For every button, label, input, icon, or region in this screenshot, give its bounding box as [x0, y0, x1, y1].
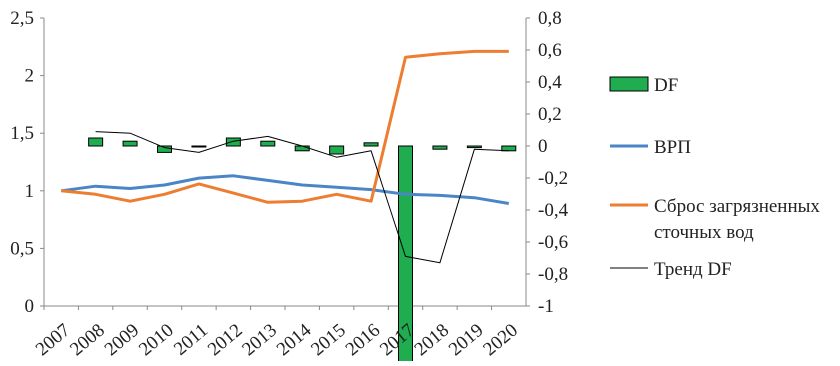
x-tick-label: 2019	[445, 320, 488, 361]
left-tick-label: 1,5	[10, 123, 34, 144]
x-tick-label: 2009	[101, 320, 144, 361]
x-tick-label: 2013	[238, 320, 281, 361]
legend-label: сточных вод	[654, 222, 754, 243]
series-line-сброс-загрязненных-сточных-вод	[61, 49, 509, 204]
right-tick-label: 0,6	[538, 40, 562, 61]
x-tick-label: 2011	[170, 320, 212, 360]
df-bar	[122, 140, 138, 147]
x-tick-label: 2012	[204, 320, 247, 361]
df-bar	[329, 145, 345, 155]
x-tick-label: 2007	[32, 320, 75, 361]
x-tick-label: 2020	[479, 320, 522, 361]
df-bar	[294, 145, 310, 152]
legend-label: Тренд DF	[654, 259, 732, 280]
left-tick-label: 0,5	[10, 238, 34, 259]
left-tick-label: 2,5	[10, 8, 34, 29]
df-bar	[191, 145, 207, 148]
left-tick-label: 2	[25, 66, 35, 87]
left-tick-label: 1	[25, 181, 35, 202]
series-line-тренд-df	[95, 131, 509, 264]
df-bar	[88, 137, 104, 147]
df-bar	[225, 137, 241, 147]
df-bar	[260, 140, 276, 147]
lines-layer	[61, 49, 510, 264]
x-tick-label: 2018	[411, 320, 454, 361]
right-tick-label: 0,2	[538, 104, 562, 125]
right-tick-label: 0,4	[538, 72, 562, 93]
df-bar	[466, 145, 482, 149]
legend-label: Сброс загрязненных	[654, 196, 820, 217]
x-tick-label: 2010	[135, 320, 178, 361]
df-bar	[363, 142, 379, 147]
right-tick-label: -0,4	[538, 200, 569, 221]
right-tick-label: 0	[538, 136, 548, 157]
series-line-врп	[61, 174, 510, 205]
df-bar	[157, 145, 172, 153]
legend: DF ВРП Сброс загрязненных сточных вод Тренд …	[609, 75, 820, 280]
right-tick-label: -0,8	[538, 264, 568, 285]
x-tick-label: 2008	[66, 320, 109, 361]
x-tick-label: 2015	[307, 320, 350, 361]
right-tick-label: -0,6	[538, 232, 568, 253]
right-tick-label: 0,8	[538, 8, 562, 29]
left-tick-label: 0	[25, 296, 35, 317]
legend-swatch-df	[609, 76, 649, 92]
legend-label: ВРП	[654, 137, 691, 158]
right-tick-label: -0,2	[538, 168, 568, 189]
df-bar	[432, 145, 448, 150]
axes-layer	[43, 18, 527, 307]
x-tick-label: 2016	[342, 320, 385, 361]
legend-label: DF	[654, 75, 678, 96]
x-tick-label: 2014	[273, 319, 316, 360]
right-tick-label: -1	[538, 296, 554, 317]
